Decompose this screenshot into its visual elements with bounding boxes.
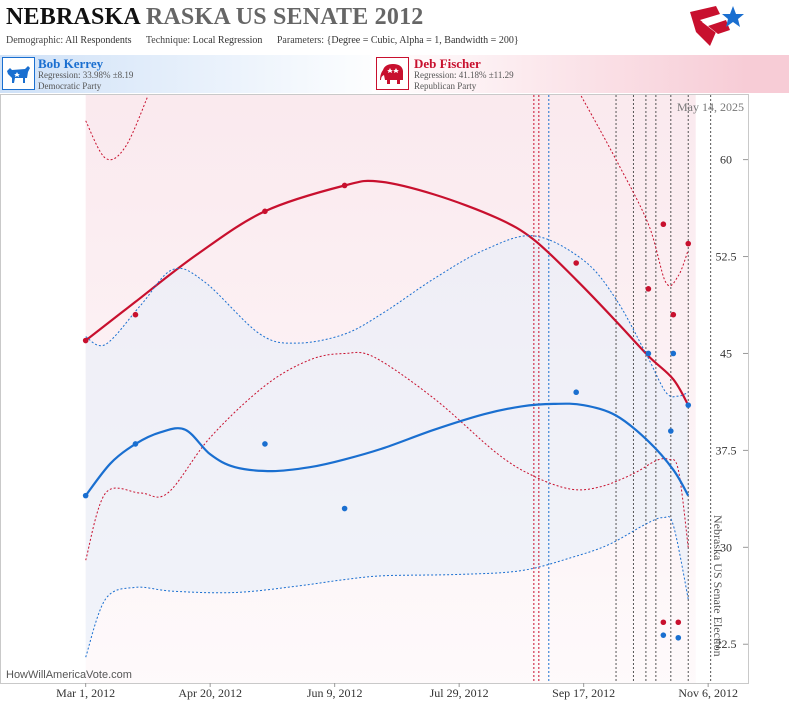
candidate-panel-rep: Deb Fischer Regression: 41.18% ±11.29 Re… <box>372 55 789 93</box>
poll-point-dem <box>660 632 667 638</box>
technique-label: Technique: <box>145 35 191 46</box>
poll-point-rep <box>645 286 652 292</box>
poll-point-rep <box>132 311 139 318</box>
parameters-value: {Degree = Cubic, Alpha = 1, Bandwidth = … <box>326 35 519 46</box>
demographic-value: All Respondents <box>65 35 132 46</box>
poll-point-dem <box>668 428 674 434</box>
flag-star-logo-icon[interactable] <box>686 2 748 48</box>
poll-point-rep <box>82 337 89 344</box>
date-label: May 14, 2025 <box>677 100 744 114</box>
lower-bound-rep <box>85 351 689 561</box>
x-tick-label: Jun 9, 2012 <box>307 686 363 700</box>
lower-bound-dem <box>85 515 689 658</box>
plot-frame <box>0 94 749 684</box>
poll-point-dem <box>82 492 89 499</box>
poll-point-rep <box>660 619 667 626</box>
y-tick-label: 37.5 <box>716 443 737 457</box>
x-tick-label: Mar 1, 2012 <box>56 686 115 700</box>
x-tick-label: Nov 6, 2012 <box>678 686 738 700</box>
credit-text: HowWillAmericaVote.com <box>6 669 132 681</box>
poll-point-rep <box>341 182 348 189</box>
candidate-regression-rep: Regression: 41.18% ±11.29 <box>414 70 514 80</box>
parameters-label: Parameters: <box>276 35 325 46</box>
y-tick-label: 22.5 <box>716 637 737 651</box>
poll-point-rep <box>262 208 268 215</box>
y-tick-label: 45 <box>720 346 732 360</box>
parameters-line: Demographic: All Respondents Technique: … <box>6 35 519 46</box>
upper-bound-rep <box>85 95 149 161</box>
poll-point-rep <box>670 311 677 318</box>
technique-value: Local Regression <box>192 35 263 46</box>
candidate-name-rep: Deb Fischer <box>414 56 481 71</box>
candidate-party-dem: Democratic Party <box>38 81 102 91</box>
title-state: NEBRASKA <box>6 4 140 30</box>
x-tick-label: Apr 20, 2012 <box>178 686 242 700</box>
poll-point-dem <box>573 389 579 396</box>
poll-point-rep <box>675 619 682 626</box>
upper-bound-dem <box>85 235 689 398</box>
candidate-party-rep: Republican Party <box>414 81 477 91</box>
elephant-icon <box>376 57 409 90</box>
candidate-name-dem: Bob Kerrey <box>38 56 104 71</box>
poll-point-rep <box>685 240 692 247</box>
poll-point-dem <box>262 441 268 447</box>
poll-point-dem <box>132 441 139 447</box>
candidate-regression-dem: Regression: 33.98% ±8.19 <box>38 70 134 80</box>
y-tick-label: 52.5 <box>716 250 737 264</box>
election-vertical-label: Nebraska US Senate Election <box>711 515 725 657</box>
y-tick-label: 60 <box>720 153 732 167</box>
poll-point-dem <box>670 350 677 357</box>
poll-point-dem <box>685 402 692 408</box>
poll-point-dem <box>645 350 652 357</box>
x-tick-label: Sep 17, 2012 <box>552 686 615 700</box>
trend-line-rep <box>85 179 690 406</box>
candidate-panel-dem: Bob Kerrey Regression: 33.98% ±8.19 Demo… <box>0 55 392 93</box>
poll-point-dem <box>341 505 348 512</box>
poll-point-rep <box>660 221 667 228</box>
title-race: RASKA US SENATE 2012 <box>145 4 424 30</box>
poll-point-dem <box>675 634 682 641</box>
y-tick-label: 30 <box>720 540 732 554</box>
donkey-icon <box>2 57 35 90</box>
upper-bound-tail-rep <box>580 95 689 287</box>
poll-point-rep <box>573 260 579 266</box>
page-title: NEBRASKA RASKA US SENATE 2012 <box>6 4 423 31</box>
x-tick-label: Jul 29, 2012 <box>430 686 489 700</box>
trend-line-dem <box>84 402 690 497</box>
demographic-label: Demographic: <box>6 35 64 46</box>
